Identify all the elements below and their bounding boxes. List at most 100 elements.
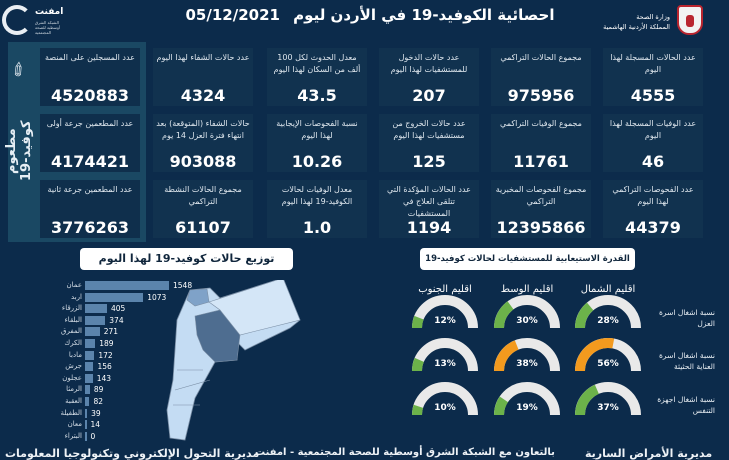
gauge-percent: 28% xyxy=(597,316,619,326)
card-label: مجموع الفحوصات المخبرية التراكمي xyxy=(495,185,587,206)
bar-value-label: 1073 xyxy=(147,292,167,302)
card-value: 207 xyxy=(412,86,446,105)
bar xyxy=(85,315,106,325)
occupancy-gauge xyxy=(494,382,560,416)
gauge-fill xyxy=(494,301,514,329)
footer-communicable-diseases: مديرية الأمراض السارية xyxy=(585,447,713,460)
bar-value-label: 14 xyxy=(90,420,101,430)
bar xyxy=(85,373,93,383)
card-label: عدد الحالات المؤكدة التي تتلقى العلاج في… xyxy=(387,185,471,218)
card-value: 44379 xyxy=(625,218,681,237)
gauge-percent: 12% xyxy=(434,316,456,326)
gauge-fill xyxy=(411,357,424,372)
card-label: عدد حالات الدخول للمستشفيات لهذا اليوم xyxy=(390,53,468,74)
card-label: عدد المطعمين جرعة أولى xyxy=(46,119,134,128)
stat-card: عدد الحالات المؤكدة التي تتلقى العلاج في… xyxy=(379,180,479,238)
gauge-track xyxy=(412,338,478,372)
gauge-fill xyxy=(575,302,594,329)
bar-value-label: 89 xyxy=(93,385,104,395)
vaccine-label: مطعوم كوفيد-19 xyxy=(4,120,34,182)
gauge-percent: 37% xyxy=(597,403,619,413)
card-value: 4324 xyxy=(180,86,226,105)
bar xyxy=(85,431,87,441)
card-label: عدد المسجلين على المنصة xyxy=(45,53,135,62)
bar-label: جرش xyxy=(65,362,82,371)
region-header: اقليم الشمال xyxy=(580,284,636,295)
bar-value-label: 189 xyxy=(99,339,114,348)
bar-row: معان 14 xyxy=(0,420,300,430)
bar-label: عمان xyxy=(66,281,83,289)
bar-row: الطفيلة 39 xyxy=(0,408,300,418)
gauge-percent: 38% xyxy=(516,359,538,369)
card-label: حالات الشفاء (المتوقعة) بعد انتهاء فترة … xyxy=(156,119,250,140)
card-value: 61107 xyxy=(175,218,231,237)
bar-label: البتراء xyxy=(64,431,82,440)
bar xyxy=(85,304,107,314)
card-label: عدد الحالات المسجلة لهذا اليوم xyxy=(610,53,696,74)
bar-label: الرمثا xyxy=(66,385,82,394)
bar-value-label: 143 xyxy=(96,373,112,383)
card-value: 4555 xyxy=(630,86,676,105)
bar-row: البلقاء 374 xyxy=(0,315,300,325)
bar-row: المفرق 271 xyxy=(0,327,300,337)
occupancy-gauge xyxy=(575,382,641,416)
bar-row: الرمثا 89 xyxy=(0,385,300,395)
stat-card: مجموع الفحوصات المخبرية التراكمي 12395866 xyxy=(491,180,591,238)
stat-card: عدد حالات الدخول للمستشفيات لهذا اليوم 20… xyxy=(379,48,479,106)
map-irbid-region xyxy=(186,288,210,307)
bar-row: عجلون 143 xyxy=(0,373,300,383)
bar-row: العقبة 82 xyxy=(0,397,300,406)
capacity-row-label: نسبة اشغال اسرة العزل xyxy=(659,308,715,328)
stat-card: عدد الوفيات المسجلة لهذا اليوم 46 xyxy=(603,114,703,172)
bar-label: العقبة xyxy=(65,397,82,405)
card-value: 3776263 xyxy=(51,218,129,237)
gauge-fill xyxy=(412,404,424,416)
bar-row: جرش 156 xyxy=(0,362,300,372)
bar-value-label: 374 xyxy=(109,315,124,325)
gauge-fill xyxy=(575,384,600,416)
occupancy-gauge xyxy=(494,295,560,329)
stat-card: معدل الحدوث لكل 100 ألف من السكان لهذا ا… xyxy=(267,48,367,106)
vaccine-card: عدد المطعمين جرعة ثانية 3776263 xyxy=(40,180,140,238)
bar xyxy=(85,397,90,406)
bar-value-label: 39 xyxy=(91,408,101,418)
card-label: معدل الوفيات لحالات الكوفيد-19 لهذا اليو… xyxy=(281,185,353,206)
card-label: عدد الفحوصات التراكمي لهذا اليوم xyxy=(612,185,694,206)
gauge-fill xyxy=(412,315,424,329)
bar-label: الطفيلة xyxy=(60,408,82,417)
bar-row: الزرقاء 405 xyxy=(0,304,300,314)
bar xyxy=(85,327,100,337)
bar-label: المفرق xyxy=(61,327,82,336)
report-date: 05/12/2021 xyxy=(185,6,280,24)
jordan-map xyxy=(166,280,301,441)
amphnet-logo: امفنت الشبكة الشرق أوسطية للصحة المجتمعي… xyxy=(2,3,72,39)
ministry-name: وزارة الصحة المملكة الأردنية الهاشمية xyxy=(603,13,670,31)
card-value: 10.26 xyxy=(291,152,343,171)
stat-card: معدل الوفيات لحالات الكوفيد-19 لهذا اليو… xyxy=(267,180,367,238)
bar xyxy=(85,420,87,430)
occupancy-gauge xyxy=(412,382,478,416)
bar xyxy=(85,385,90,395)
occupancy-gauge xyxy=(494,338,560,372)
bar-value-label: 172 xyxy=(98,350,113,360)
bar-label: مادبا xyxy=(68,350,82,359)
card-value: 1.0 xyxy=(302,218,332,237)
bar-row: مادبا 172 xyxy=(0,350,300,360)
bar-label: اربد xyxy=(71,292,82,301)
gauge-track xyxy=(412,382,478,416)
gauge-track xyxy=(412,295,478,329)
card-label: عدد الوفيات المسجلة لهذا اليوم xyxy=(609,119,697,140)
footer-it-directorate: مديرية التحول الإلكتروني وتكنولوجيا المع… xyxy=(5,447,260,460)
card-value: 43.5 xyxy=(297,86,337,105)
distribution-title: توزيع حالات كوفيد-19 لهذا اليوم xyxy=(80,248,293,270)
card-label: مجموع الحالات التراكمي xyxy=(500,53,582,62)
card-value: 4174421 xyxy=(51,152,129,171)
bar-row: الكرك 189 xyxy=(0,339,300,348)
occupancy-gauge xyxy=(411,338,478,372)
bar-value-label: 156 xyxy=(97,362,112,372)
vaccine-card: عدد المطعمين جرعة أولى 4174421 xyxy=(40,114,140,172)
bar xyxy=(85,292,144,302)
globe-icon xyxy=(2,5,32,35)
card-value: 11761 xyxy=(513,152,569,171)
gauge-percent: 19% xyxy=(516,403,538,413)
